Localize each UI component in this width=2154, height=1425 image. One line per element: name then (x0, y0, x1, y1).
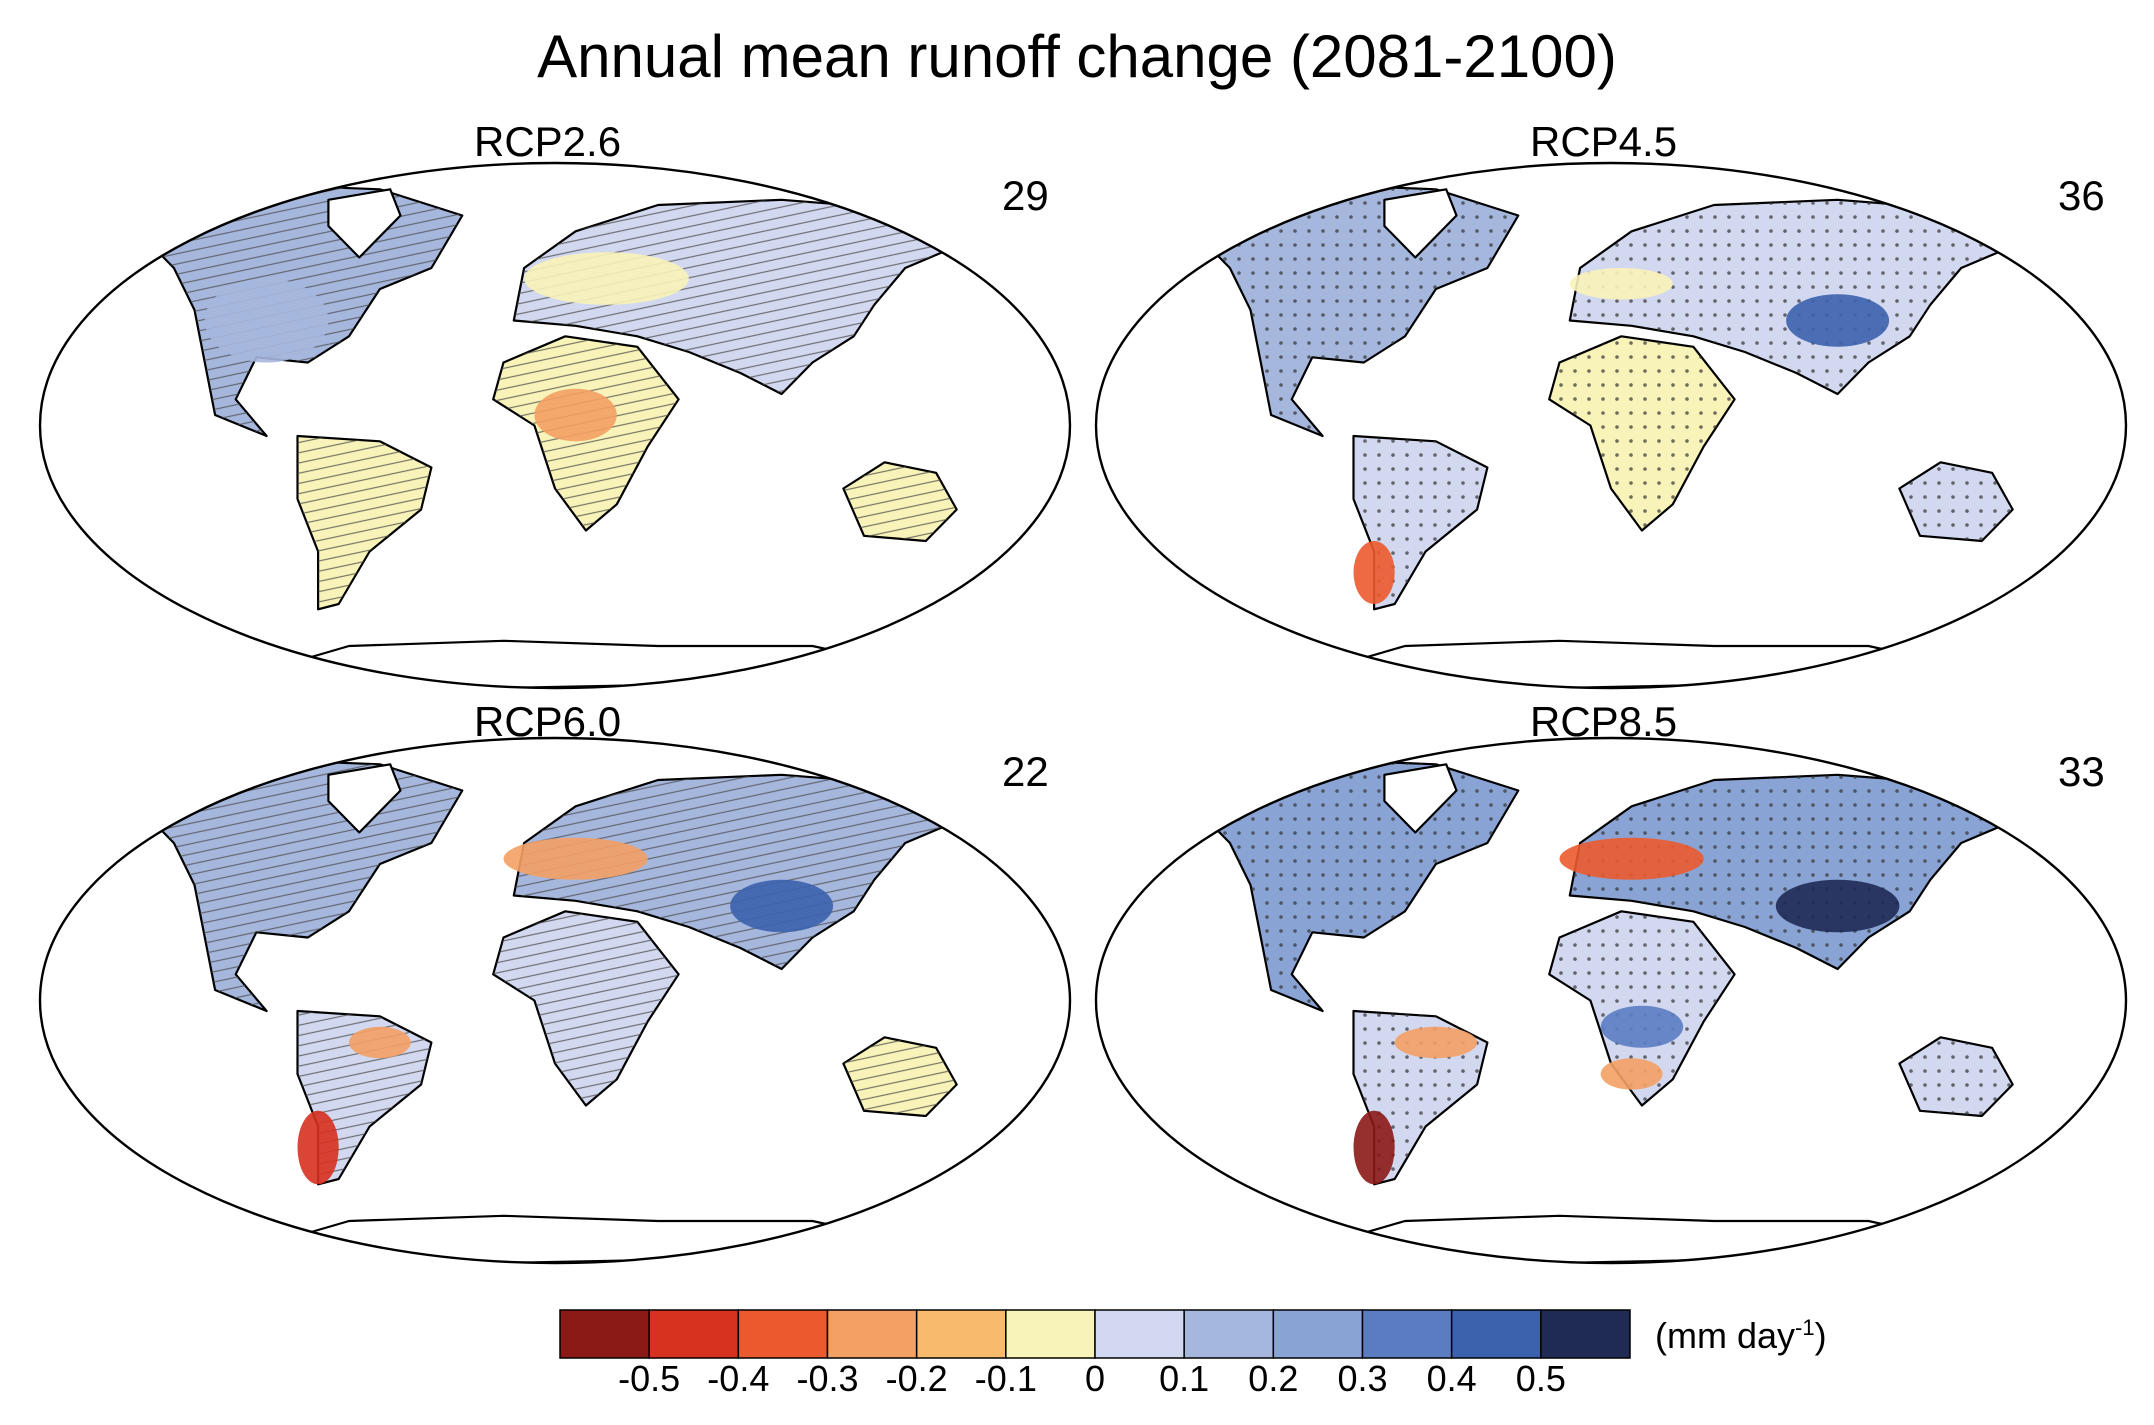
colorbar-unit-base: (mm day (1655, 1315, 1796, 1356)
colorbar-tick-label: -0.4 (707, 1358, 770, 1399)
map-frame (38, 736, 1072, 1265)
colorbar-swatch-6 (1094, 1309, 1185, 1359)
figure-title: Annual mean runoff change (2081-2100) (537, 23, 1617, 90)
colorbar-tick-label: -0.2 (885, 1358, 948, 1399)
map-panel-rcp60 (38, 736, 1072, 1265)
region-anomaly (730, 879, 834, 933)
colorbar-swatch-5 (1005, 1309, 1096, 1359)
colorbar-tick-label: -0.3 (796, 1358, 859, 1399)
colorbar-unit-close: ) (1814, 1315, 1827, 1356)
significance-overlay-au (1899, 462, 2013, 541)
panel-count-rcp85: 33 (2058, 748, 2105, 795)
region-anomaly (297, 1110, 339, 1185)
panel-label-rcp26: RCP2.6 (474, 118, 622, 165)
colorbar-tick-label: 0 (1084, 1358, 1106, 1399)
region-anomaly (1353, 541, 1395, 604)
region-anomaly (1600, 1058, 1663, 1090)
colorbar-swatch-8 (1272, 1309, 1364, 1359)
colorbar-swatch-1 (648, 1309, 740, 1359)
colorbar-tick-label: 0.2 (1248, 1358, 1299, 1399)
colorbar-swatch-11 (1540, 1309, 1631, 1359)
colorbar-swatch-0 (559, 1309, 650, 1359)
colorbar-swatch-9 (1361, 1309, 1453, 1359)
significance-overlay-eu (1569, 774, 2023, 969)
colorbar-swatch-3 (826, 1309, 918, 1359)
map-frame (1094, 161, 2128, 690)
colorbar-tick-label: 0.3 (1337, 1358, 1388, 1399)
colorbar-tick-label: -0.5 (618, 1358, 681, 1399)
map-frame (1094, 736, 2128, 1265)
region-anomaly (1775, 879, 1900, 933)
significance-overlay-af (1549, 336, 1735, 531)
colorbar-tick-label: 0.4 (1426, 1358, 1477, 1399)
region-anomaly (1600, 1005, 1684, 1048)
region-anomaly (204, 278, 329, 363)
map-frame (38, 161, 1072, 690)
map-panel-rcp26 (38, 161, 1072, 690)
landmass-gr (1383, 763, 1458, 834)
landmass-gr (327, 763, 402, 834)
colorbar-unit: (mm day-1) (1655, 1315, 1827, 1357)
region-anomaly (1394, 1026, 1478, 1059)
colorbar-tick-label: 0.5 (1515, 1358, 1566, 1399)
colorbar-tick-label: 0.1 (1159, 1358, 1210, 1399)
significance-overlay-eu (1569, 199, 2023, 394)
region-anomaly (534, 388, 617, 442)
region-anomaly (503, 837, 648, 880)
panel-label-rcp45: RCP4.5 (1530, 118, 1678, 165)
map-panel-rcp45 (1094, 161, 2128, 690)
significance-overlay-au (1899, 1037, 2013, 1116)
region-anomaly (1353, 1110, 1395, 1185)
significance-overlay-na (132, 759, 463, 1011)
colorbar-unit-exponent: -1 (1795, 1315, 1815, 1340)
significance-overlay-eu (513, 774, 967, 969)
panel-count-rcp45: 36 (2058, 172, 2105, 219)
region-anomaly (1786, 294, 1890, 347)
colorbar-swatch-2 (737, 1309, 829, 1359)
significance-overlay-sa (297, 436, 432, 610)
colorbar-swatch-4 (915, 1309, 1007, 1359)
significance-overlay-na (1188, 759, 1519, 1011)
significance-overlay-au (843, 462, 957, 541)
significance-overlay-na (1188, 184, 1519, 436)
significance-overlay-af (493, 911, 679, 1106)
significance-overlay-eu (513, 199, 967, 394)
region-anomaly (349, 1026, 411, 1059)
landmass-gr (1383, 188, 1458, 259)
region-anomaly (524, 252, 689, 305)
colorbar-swatch-10 (1450, 1309, 1542, 1359)
panel-count-rcp60: 22 (1002, 748, 1049, 795)
landmass-gr (327, 188, 402, 259)
panel-count-rcp26: 29 (1002, 172, 1049, 219)
region-anomaly (1559, 837, 1704, 880)
colorbar-tick-label: -0.1 (974, 1358, 1037, 1399)
colorbar-swatch-7 (1183, 1309, 1275, 1359)
significance-overlay-au (843, 1037, 957, 1116)
region-anomaly (1569, 268, 1673, 300)
